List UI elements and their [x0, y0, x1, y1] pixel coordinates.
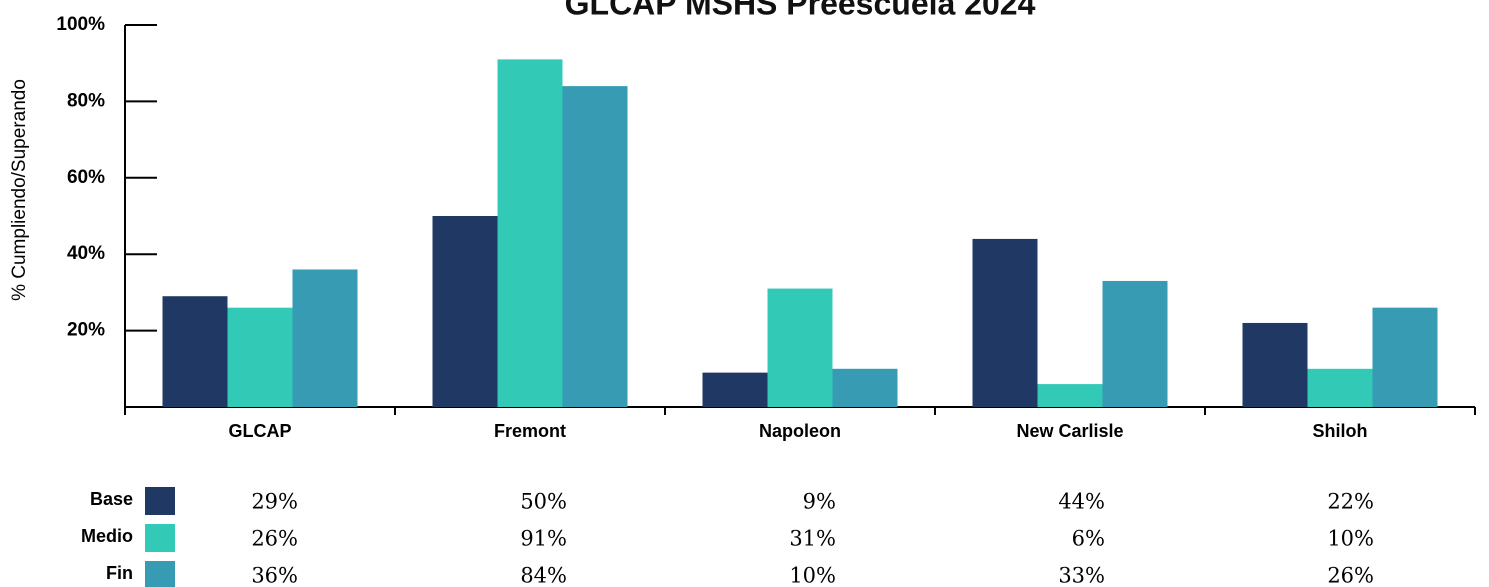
- legend-label: Base: [90, 489, 133, 509]
- legend-swatch: [145, 561, 175, 587]
- value-label: 26%: [251, 527, 298, 551]
- value-label: 10%: [1327, 527, 1374, 551]
- x-tick-label: Shiloh: [1313, 421, 1368, 441]
- value-label: 22%: [1327, 490, 1374, 514]
- x-tick-label: New Carlisle: [1016, 421, 1123, 441]
- y-axis-label: % Cumpliendo/Superando: [9, 79, 30, 301]
- value-label: 33%: [1058, 564, 1105, 587]
- bar: [497, 59, 563, 407]
- y-tick-label: 40%: [67, 243, 105, 264]
- bar: [972, 238, 1038, 407]
- x-tick-label: GLCAP: [229, 421, 292, 441]
- value-label: 6%: [1072, 527, 1105, 551]
- value-label: 36%: [251, 564, 298, 587]
- legend-label: Medio: [81, 526, 133, 546]
- value-label: 26%: [1327, 564, 1374, 587]
- legend-label: Fin: [106, 563, 133, 583]
- chart-title: GLCAP MSHS Preescuela 2024: [565, 0, 1036, 21]
- value-label: 91%: [520, 527, 567, 551]
- y-tick-label: 80%: [67, 90, 105, 111]
- bar: [1372, 307, 1438, 407]
- x-tick-label: Napoleon: [759, 421, 841, 441]
- bar: [432, 216, 498, 407]
- value-label: 29%: [251, 490, 298, 514]
- value-label: 84%: [520, 564, 567, 587]
- x-tick-label: Fremont: [494, 421, 566, 441]
- value-label: 10%: [789, 564, 836, 587]
- value-label: 31%: [789, 527, 836, 551]
- bar: [767, 288, 833, 407]
- y-tick-label: 60%: [67, 167, 105, 188]
- y-tick-label: 100%: [56, 14, 105, 35]
- legend-swatch: [145, 487, 175, 515]
- bar: [1037, 384, 1103, 407]
- bar: [702, 372, 768, 407]
- bar: [292, 269, 358, 407]
- value-label: 9%: [803, 490, 836, 514]
- value-label: 50%: [520, 490, 567, 514]
- value-label: 44%: [1058, 490, 1105, 514]
- bar: [162, 296, 228, 407]
- bar: [1242, 322, 1308, 407]
- y-tick-label: 20%: [67, 320, 105, 341]
- bar: [227, 307, 293, 407]
- bar: [1307, 368, 1373, 407]
- bar: [832, 368, 898, 407]
- bar: [562, 86, 628, 408]
- bar: [1102, 280, 1168, 407]
- legend-swatch: [145, 524, 175, 552]
